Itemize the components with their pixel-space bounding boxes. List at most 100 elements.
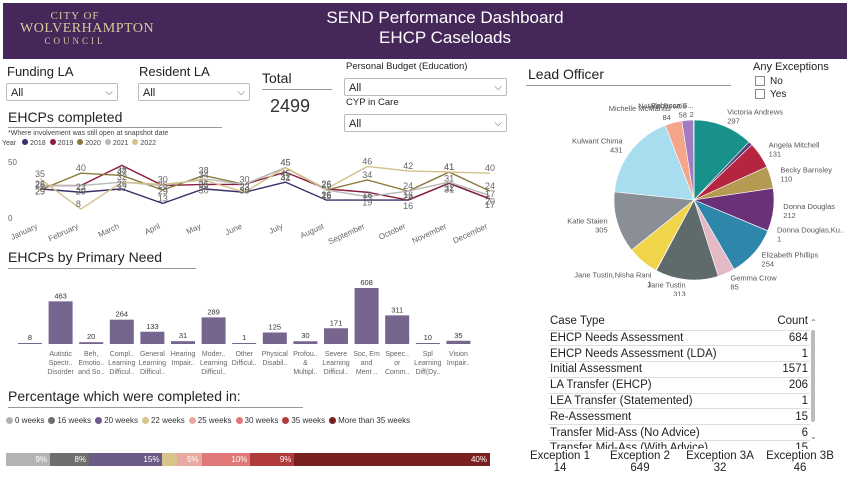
case-type-cell: Transfer Mid-Ass (With Advice)	[548, 440, 766, 449]
exception-option-no[interactable]: No	[755, 76, 783, 87]
personal-budget-dropdown[interactable]: All ⌵	[344, 78, 507, 96]
count-cell: 6	[765, 424, 810, 442]
section-underline	[526, 85, 731, 86]
bar-category-label: General	[140, 351, 165, 358]
data-label: 24	[403, 181, 413, 191]
case-type-cell: Initial Assessment	[548, 361, 766, 378]
data-label: 26	[199, 179, 209, 189]
bar-category-label: Impair..	[447, 360, 470, 367]
bar	[171, 341, 195, 344]
pie-label: Becky Barnsley	[780, 166, 832, 175]
bar-category-label: Impair..	[172, 360, 195, 367]
cyp-care-dropdown[interactable]: All ⌵	[344, 114, 507, 132]
table-row[interactable]: Initial Assessment 1571	[548, 361, 810, 378]
exception-value: 46	[793, 462, 807, 474]
funding-la-dropdown[interactable]: All ⌵	[6, 83, 118, 101]
count-cell: 1	[765, 345, 810, 363]
x-tick-label: September	[327, 222, 367, 244]
bar-category-label: Other	[235, 351, 253, 358]
legend-item: 35 weeks	[282, 416, 325, 425]
pie-label: Jane Tustin	[647, 281, 685, 290]
pie-label: Donna Douglas,Ku..	[777, 226, 844, 235]
bar-category-label: Disabil..	[262, 360, 287, 367]
weeks-stacked-bar: 9% 8% 15% 5% 10% 9% 40%	[6, 453, 490, 466]
line-legend: Year 2018 2019 2020 2021 2022	[2, 139, 156, 147]
total-value: 2499	[270, 96, 311, 116]
pie-value-label: 305	[595, 225, 608, 234]
cyp-care-value: All	[349, 118, 362, 130]
page-subtitle: EHCP Caseloads	[379, 28, 511, 47]
legend-item: 20 weeks	[95, 416, 138, 425]
total-underline	[262, 89, 332, 90]
data-label: 8	[76, 199, 81, 209]
pie-value-label: 254	[762, 259, 775, 268]
council-logo: CITY OF WOLVERHAMPTON COUNCIL	[20, 10, 154, 46]
primary-need-title: EHCPs by Primary Need	[8, 249, 163, 265]
bar	[446, 340, 471, 344]
pie-label: Katie Staien	[567, 216, 607, 225]
chevron-down-icon: ⌵	[237, 87, 245, 98]
lead-officer-title: Lead Officer	[528, 66, 605, 82]
case-type-header[interactable]: Case Type	[548, 312, 766, 331]
table-row[interactable]: Transfer Mid-Ass (With Advice) 15	[548, 440, 810, 449]
data-label: 17	[485, 189, 495, 199]
legend-item: 22 weeks	[141, 416, 185, 425]
checkbox-icon[interactable]	[755, 89, 765, 100]
stacked-segment: 5%	[177, 453, 202, 466]
x-tick-label: August	[299, 221, 326, 240]
bar	[201, 317, 226, 344]
case-type-cell: EHCP Needs Assessment	[548, 330, 766, 347]
count-header[interactable]: Count	[765, 312, 810, 331]
bar-category-label: Difficul..	[232, 360, 257, 367]
case-type-cell: Re-Assessment	[548, 408, 766, 426]
bar	[385, 315, 410, 344]
data-label: 31	[444, 184, 454, 194]
checkbox-icon[interactable]	[755, 76, 765, 87]
legend-item: 2018	[22, 139, 46, 147]
case-type-table[interactable]: Case Type Count EHCP Needs Assessment 684…	[548, 312, 816, 449]
exception-value: 14	[553, 462, 567, 474]
bar-category-label: Autistic	[49, 351, 72, 358]
exception-option-yes[interactable]: Yes	[755, 89, 786, 100]
data-label: 29	[76, 187, 86, 197]
bar	[415, 343, 440, 344]
table-row[interactable]: LEA Transfer (Statemented) 1	[548, 393, 810, 410]
bar	[354, 288, 379, 344]
resident-la-dropdown[interactable]: All ⌵	[138, 83, 250, 101]
bar-category-label: Learning	[322, 360, 349, 367]
data-label: 32	[280, 172, 290, 182]
bar-category-label: Multipl..	[293, 369, 317, 376]
x-tick-label: June	[224, 221, 244, 237]
pie-label: Gemma Crow	[730, 273, 777, 282]
table-row[interactable]: Transfer Mid-Ass (No Advice) 6	[548, 424, 810, 442]
case-type-cell: Transfer Mid-Ass (No Advice)	[548, 424, 766, 442]
bar-value-label: 171	[330, 318, 343, 327]
table-row[interactable]: LA Transfer (EHCP) 206	[548, 377, 810, 394]
exception-label: Exception 3A	[686, 450, 754, 462]
table-row[interactable]: EHCP Needs Assessment (LDA) 1	[548, 345, 810, 363]
bar-value-label: 31	[179, 331, 187, 340]
data-label: 26	[321, 179, 331, 189]
table-row[interactable]: Re-Assessment 15	[548, 408, 810, 426]
series-line-2019	[40, 164, 491, 201]
percentage-title: Percentage which were completed in:	[8, 388, 241, 404]
table-row[interactable]: EHCP Needs Assessment 684	[548, 330, 810, 347]
pie-value-label: 2	[690, 110, 694, 119]
bar	[293, 341, 318, 344]
y-tick-label: 0	[8, 214, 13, 223]
stacked-segment	[162, 453, 178, 466]
scroll-down-icon[interactable]: ⌄	[810, 432, 817, 441]
bar-value-label: 125	[269, 322, 282, 331]
bar-category-label: Difficul..	[201, 369, 226, 376]
personal-budget-value: All	[349, 82, 362, 94]
option-no-label: No	[770, 76, 783, 87]
chevron-down-icon: ⌵	[494, 118, 502, 129]
table-header-row: Case Type Count	[548, 312, 810, 331]
x-tick-label: May	[185, 222, 203, 237]
table-scrollbar[interactable]	[811, 330, 815, 422]
dashboard-title: SEND Performance Dashboard EHCP Caseload…	[250, 8, 640, 48]
data-label: 25	[321, 191, 331, 201]
stacked-segment: 9%	[6, 453, 50, 466]
count-cell: 15	[765, 408, 810, 426]
scroll-up-icon[interactable]: ⌃	[810, 318, 817, 327]
